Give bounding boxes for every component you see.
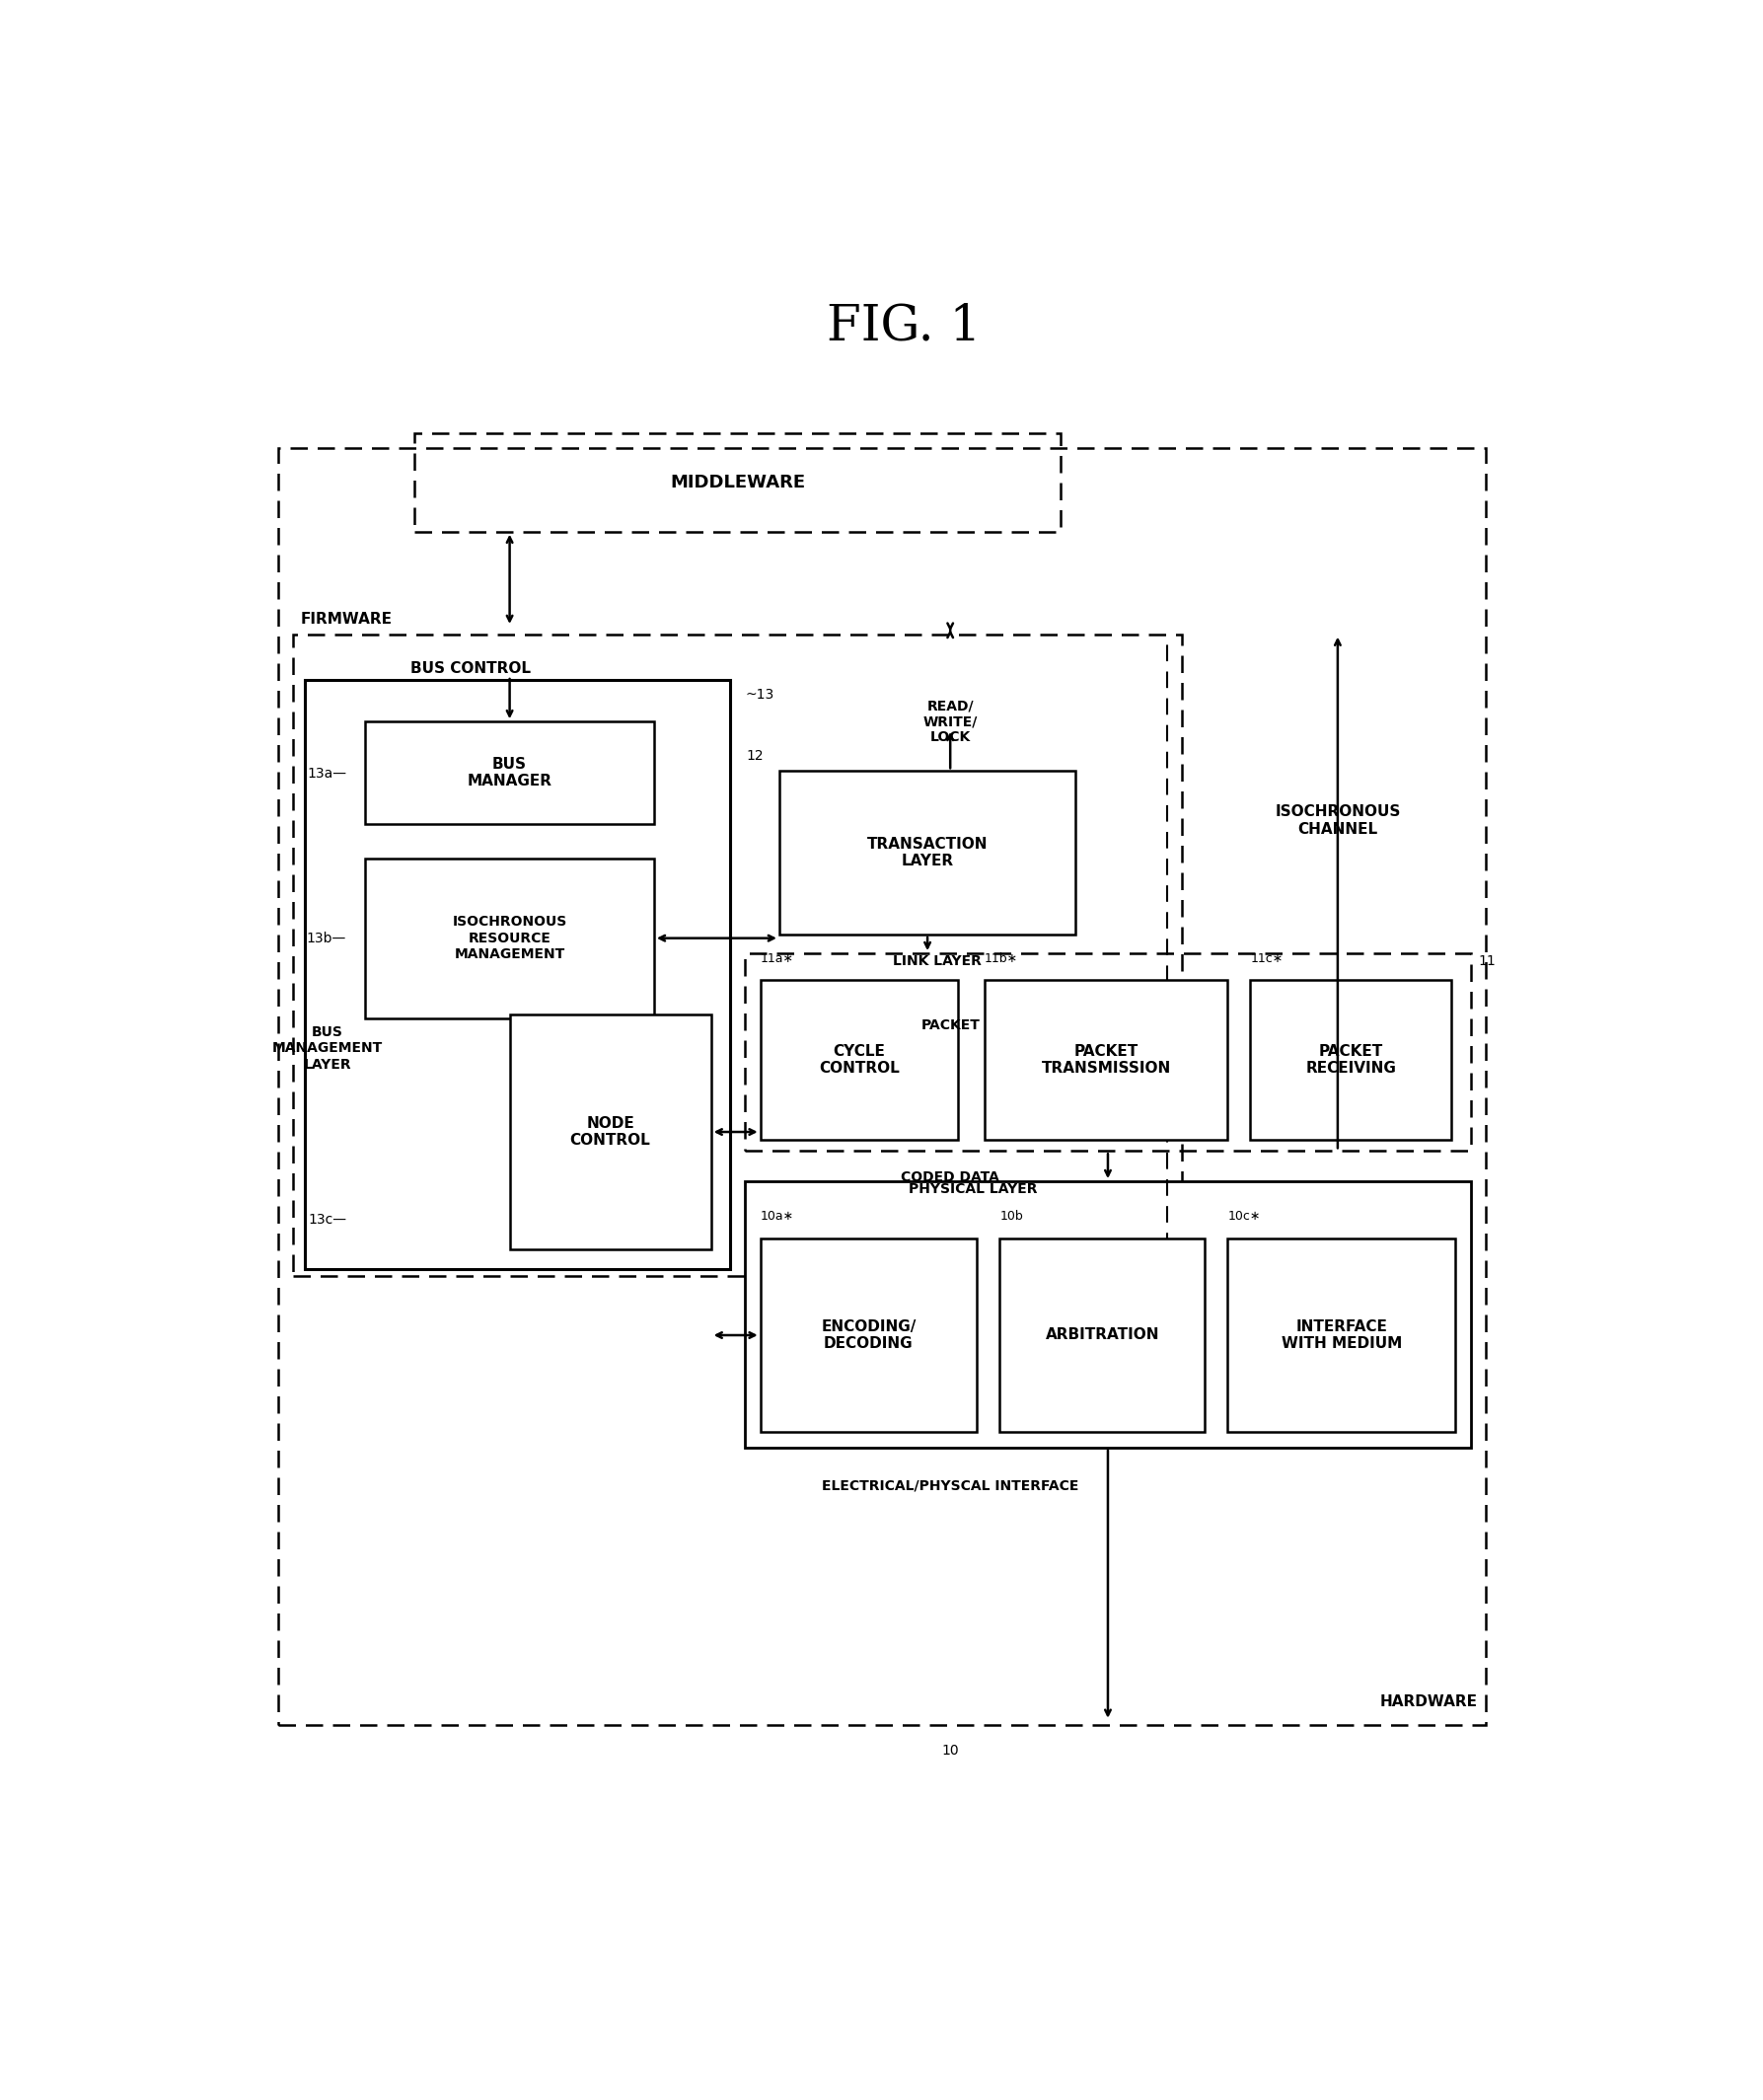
- Text: NODE
CONTROL: NODE CONTROL: [569, 1115, 651, 1149]
- Text: ARBITRATION: ARBITRATION: [1045, 1327, 1158, 1342]
- Text: ~13: ~13: [746, 689, 774, 701]
- Text: LINK LAYER: LINK LAYER: [894, 956, 982, 968]
- Text: 10a∗: 10a∗: [760, 1210, 793, 1222]
- Bar: [984, 981, 1227, 1140]
- Text: 11: 11: [1477, 956, 1495, 968]
- Text: ISOCHRONOUS
CHANNEL: ISOCHRONOUS CHANNEL: [1275, 804, 1400, 836]
- Bar: [1227, 1239, 1456, 1432]
- Bar: [760, 1239, 977, 1432]
- Text: PACKET
TRANSMISSION: PACKET TRANSMISSION: [1042, 1044, 1171, 1075]
- Bar: [746, 953, 1470, 1151]
- Bar: [365, 722, 654, 823]
- Text: CODED DATA: CODED DATA: [901, 1170, 1000, 1184]
- Text: PHYSICAL LAYER: PHYSICAL LAYER: [908, 1182, 1037, 1197]
- Bar: [779, 771, 1075, 934]
- Bar: [365, 859, 654, 1018]
- Text: 12: 12: [748, 750, 763, 762]
- Text: TRANSACTION
LAYER: TRANSACTION LAYER: [867, 836, 987, 869]
- Text: 11b∗: 11b∗: [984, 951, 1017, 964]
- Bar: [1250, 981, 1451, 1140]
- Text: FIRMWARE: FIRMWARE: [301, 611, 393, 626]
- Bar: [510, 1014, 710, 1250]
- Text: CYCLE
CONTROL: CYCLE CONTROL: [818, 1044, 899, 1075]
- Text: MIDDLEWARE: MIDDLEWARE: [670, 472, 806, 491]
- Text: 13c—: 13c—: [309, 1212, 346, 1226]
- Bar: [746, 1182, 1470, 1447]
- Bar: [1000, 1239, 1204, 1432]
- Text: PACKET
RECEIVING: PACKET RECEIVING: [1306, 1044, 1396, 1075]
- Text: READ/
WRITE/
LOCK: READ/ WRITE/ LOCK: [924, 699, 977, 745]
- Bar: [760, 981, 957, 1140]
- Bar: [279, 447, 1486, 1724]
- Text: FIG. 1: FIG. 1: [827, 302, 980, 351]
- Text: 10c∗: 10c∗: [1227, 1210, 1261, 1222]
- Text: BUS CONTROL: BUS CONTROL: [411, 662, 531, 676]
- Text: INTERFACE
WITH MEDIUM: INTERFACE WITH MEDIUM: [1282, 1319, 1402, 1350]
- Text: HARDWARE: HARDWARE: [1379, 1695, 1477, 1709]
- Text: 11a∗: 11a∗: [760, 951, 793, 964]
- Bar: [305, 680, 730, 1268]
- Text: ISOCHRONOUS
RESOURCE
MANAGEMENT: ISOCHRONOUS RESOURCE MANAGEMENT: [453, 916, 568, 962]
- Text: BUS
MANAGER: BUS MANAGER: [467, 756, 552, 790]
- Bar: [414, 433, 1060, 531]
- Text: ELECTRICAL/PHYSCAL INTERFACE: ELECTRICAL/PHYSCAL INTERFACE: [822, 1478, 1079, 1493]
- Bar: [293, 634, 1181, 1277]
- Text: 10: 10: [941, 1743, 959, 1758]
- Text: 13b—: 13b—: [307, 930, 346, 945]
- Text: PACKET: PACKET: [920, 1018, 980, 1033]
- Text: 10b: 10b: [1000, 1210, 1023, 1222]
- Text: 13a—: 13a—: [307, 766, 346, 781]
- Text: BUS
MANAGEMENT
LAYER: BUS MANAGEMENT LAYER: [272, 1025, 383, 1071]
- Text: ENCODING/
DECODING: ENCODING/ DECODING: [822, 1319, 917, 1350]
- Text: 11c∗: 11c∗: [1250, 951, 1283, 964]
